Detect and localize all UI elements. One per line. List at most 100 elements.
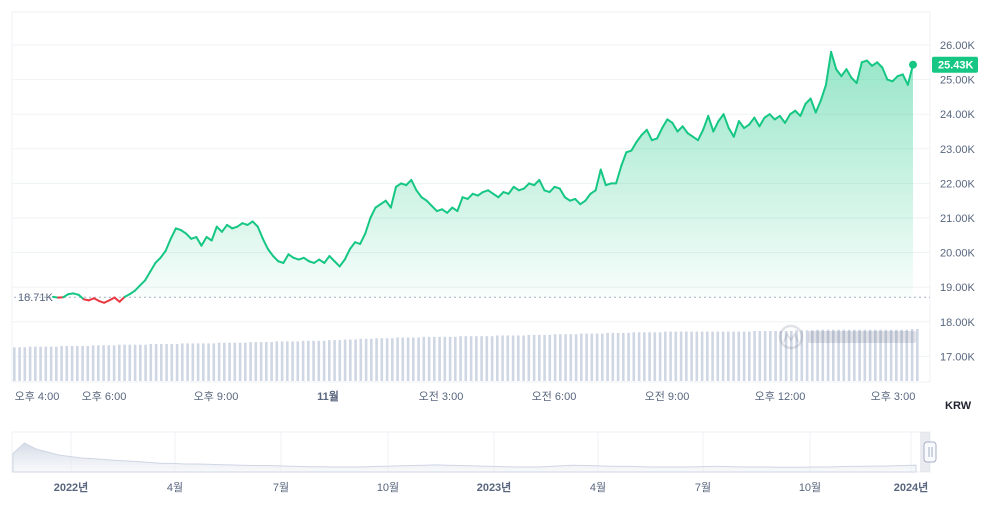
price-line-segment: [154, 256, 162, 264]
price-line-segment: [748, 116, 756, 126]
navigator-handle[interactable]: [923, 441, 937, 463]
price-line-segment: [261, 237, 269, 251]
watermark: [778, 324, 916, 350]
price-line-segment: [256, 225, 264, 240]
navigator-label: 4월: [590, 481, 606, 494]
volume-bar: [412, 337, 415, 381]
price-line-segment: [451, 206, 459, 213]
price-line-segment: [338, 258, 346, 268]
volume-bar: [490, 336, 494, 381]
x-tick-label: 오전 6:00: [532, 390, 577, 403]
volume-bar: [118, 344, 121, 381]
y-tick-label: 20.00K: [940, 248, 976, 260]
volume-bar: [559, 334, 562, 381]
price-line-segment: [394, 182, 403, 188]
x-tick-label: 오후 4:00: [15, 390, 60, 403]
volume-bar: [832, 329, 835, 381]
price-line-segment: [835, 68, 843, 78]
volume-bar: [175, 344, 179, 381]
current-price-badge: 25.43K: [932, 56, 978, 73]
volume-bar: [716, 331, 720, 381]
volume-bar: [349, 339, 352, 381]
price-line-segment: [379, 199, 387, 206]
price-line-segment: [512, 185, 520, 192]
price-line-segment: [666, 118, 674, 124]
volume-bar: [648, 332, 651, 381]
price-line-segment: [359, 232, 367, 245]
price-line-segment: [574, 197, 582, 206]
volume-bar: [385, 338, 389, 381]
x-tick-label: 오후 9:00: [194, 390, 239, 403]
x-tick-label: 오후 12:00: [755, 390, 806, 403]
volume-bar: [685, 331, 688, 381]
volume-bar: [622, 332, 625, 381]
price-line-segment: [169, 227, 177, 240]
x-tick-label: 오전 3:00: [419, 390, 464, 403]
volume-bar: [816, 329, 819, 381]
price-line-segment: [430, 204, 438, 213]
price-line-segment: [159, 249, 167, 259]
volume-bar: [170, 344, 174, 381]
price-line-segment: [794, 109, 802, 117]
volume-bar: [228, 342, 231, 381]
volume-bar: [65, 346, 69, 381]
volume-bar: [879, 329, 882, 381]
navigator-label: 4월: [167, 481, 183, 494]
price-line-segment: [635, 133, 643, 143]
volume-bar: [485, 336, 489, 381]
price-line-segment: [272, 255, 280, 263]
volume-bar: [564, 334, 567, 381]
current-price-label: 25.43K: [938, 60, 974, 72]
volume-bar: [28, 346, 32, 381]
price-line-segment: [579, 199, 587, 206]
price-line-segment: [476, 191, 484, 197]
price-line-segment: [871, 61, 879, 67]
x-tick-label: 11월: [317, 389, 339, 403]
price-line-segment: [640, 128, 648, 136]
price-line-segment: [804, 97, 812, 105]
volume-bar: [706, 331, 709, 381]
volume-bar: [800, 330, 804, 381]
price-line-segment: [446, 206, 454, 214]
price-line-segment: [548, 185, 556, 194]
price-line-segment: [246, 220, 254, 226]
volume-bar: [811, 330, 814, 381]
currency-unit: KRW: [945, 400, 972, 412]
volume-bar: [291, 341, 294, 381]
price-line-segment: [118, 295, 126, 303]
price-line-segment: [210, 225, 218, 242]
volume-bar: [538, 334, 541, 381]
volume-bar: [475, 336, 478, 381]
y-tick-label: 19.00K: [940, 282, 976, 294]
price-line-segment: [364, 217, 372, 235]
volume-bar: [700, 331, 704, 381]
price-line-segment: [589, 189, 597, 195]
volume-bar: [128, 344, 132, 381]
volume-bar: [748, 331, 751, 381]
price-line-segment: [865, 59, 874, 67]
volume-bar: [149, 344, 153, 381]
volume-bar: [742, 331, 746, 381]
price-line-segment: [732, 120, 740, 138]
volume-bar: [139, 344, 142, 381]
volume-bar: [690, 331, 693, 381]
price-line-segment: [722, 113, 730, 130]
price-line-segment: [415, 189, 423, 199]
price-line-segment: [333, 260, 341, 268]
volume-bar: [527, 334, 531, 381]
volume-bar: [853, 329, 856, 381]
volume-bar: [123, 344, 126, 381]
price-line-segment: [487, 189, 495, 195]
range-navigator[interactable]: 2022년 4월 7월 10월 2023년 4월 7월 10월 2024년: [11, 431, 937, 494]
volume-bar: [548, 334, 552, 381]
price-line-segment: [676, 125, 684, 133]
volume-bar: [212, 343, 216, 381]
current-price-dot: [909, 60, 917, 69]
volume-bar: [874, 329, 877, 381]
price-line-segment: [466, 192, 474, 200]
volume-bar: [13, 347, 16, 381]
volume-bar: [611, 332, 615, 381]
volume-bar: [863, 329, 867, 381]
volume-bar: [511, 335, 515, 381]
